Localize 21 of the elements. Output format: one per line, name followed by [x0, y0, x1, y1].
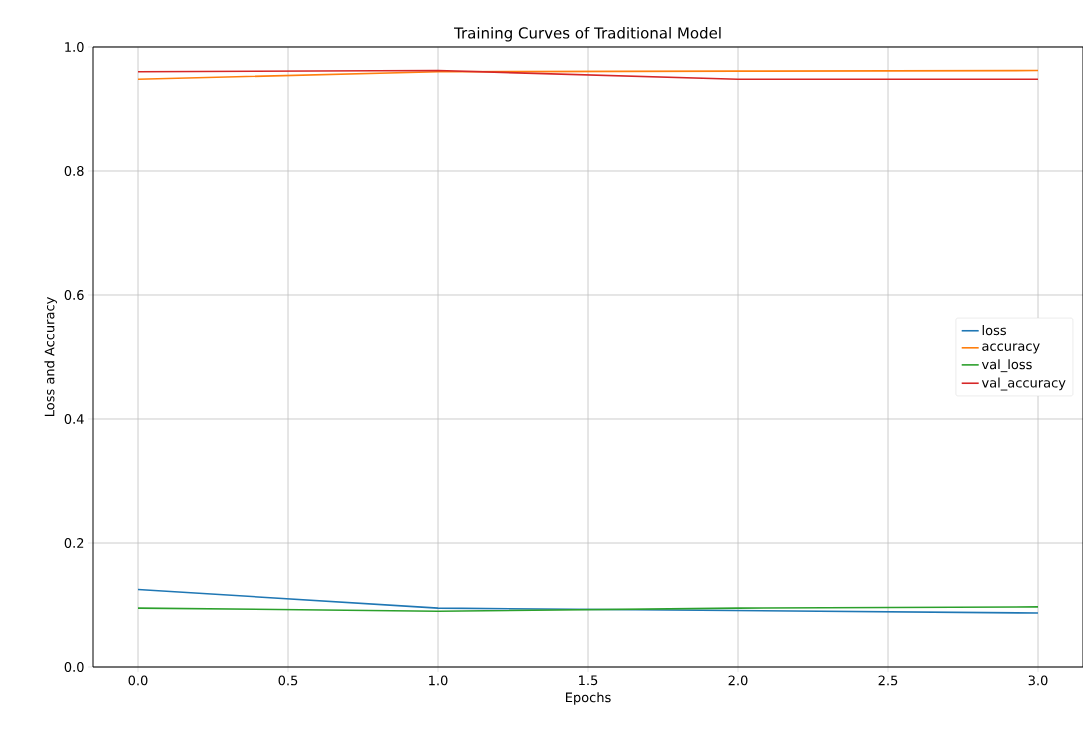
chart-title: Training Curves of Traditional Model: [454, 26, 721, 42]
legend-label: accuracy: [982, 343, 1040, 354]
x-tick-label: 2.0: [728, 675, 748, 686]
y-tick-label: 0.4: [64, 414, 84, 424]
y-tick-label: 0.2: [64, 538, 84, 548]
legend-label: val_accuracy: [981, 377, 1066, 391]
x-axis-title: Epochs: [566, 692, 611, 705]
legend-label: loss: [982, 325, 1006, 336]
x-tick-label: 0.5: [278, 675, 298, 686]
y-axis-title: Loss and Accuracy: [44, 297, 57, 417]
y-tick-label: 0.0: [64, 662, 84, 672]
x-tick-label: 3.0: [1028, 675, 1048, 686]
y-tick-label: 0.8: [64, 166, 84, 176]
x-tick-label: 1.0: [429, 675, 448, 686]
y-tick-label: 1.0: [65, 42, 84, 52]
x-tick-label: 2.5: [878, 675, 898, 686]
y-tick-label: 0.6: [64, 290, 84, 300]
line-series: [137, 69, 1039, 81]
legend-label: val_loss: [981, 359, 1032, 373]
x-tick-label: 1.5: [579, 675, 598, 686]
x-tick-label: 0.0: [128, 675, 148, 686]
